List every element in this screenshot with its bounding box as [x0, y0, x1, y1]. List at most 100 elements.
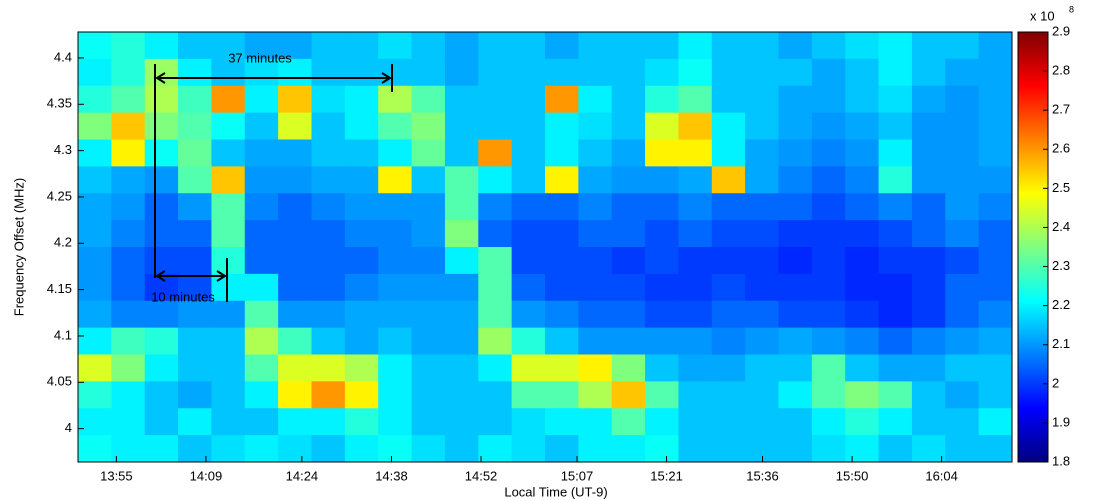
heatmap-cell	[278, 32, 312, 60]
heatmap-cell	[178, 247, 212, 275]
heatmap-cell	[845, 354, 880, 382]
heatmap-cell	[78, 85, 112, 114]
annotation-text: 37 minutes	[228, 50, 292, 65]
heatmap-cell	[811, 220, 846, 248]
heatmap-cell	[545, 139, 579, 167]
colorbar-tick-label: 2.3	[1052, 258, 1070, 273]
heatmap-cell	[678, 300, 713, 329]
heatmap-cell	[511, 247, 546, 275]
heatmap-cell	[211, 220, 246, 248]
x-tick-label: 15:21	[650, 468, 683, 483]
heatmap-cell	[678, 193, 713, 221]
heatmap-cell	[144, 193, 179, 221]
annotation-arrow	[155, 72, 392, 84]
heatmap-cell	[344, 193, 379, 221]
heatmap-cell	[78, 166, 112, 194]
heatmap-cell	[545, 193, 579, 221]
heatmap-cell	[778, 435, 813, 463]
heatmap-cell	[178, 166, 212, 194]
heatmap-cell	[611, 193, 646, 221]
heatmap-cell	[244, 85, 279, 114]
y-tick-label: 4.35	[47, 96, 72, 111]
heatmap-cell	[344, 354, 379, 382]
heatmap-cell	[911, 58, 946, 87]
heatmap-cell	[144, 408, 179, 436]
heatmap-cell	[845, 85, 880, 114]
heatmap-cell	[511, 58, 546, 87]
heatmap-cell	[878, 381, 913, 409]
heatmap-cell	[711, 247, 746, 275]
heatmap-cell	[578, 381, 613, 409]
heatmap-cell	[144, 139, 179, 167]
heatmap-cell	[978, 193, 1013, 221]
heatmap-cell	[511, 435, 546, 463]
heatmap-cell	[478, 193, 513, 221]
heatmap-cell	[611, 112, 646, 140]
heatmap-cell	[545, 273, 579, 302]
heatmap-cell	[611, 139, 646, 167]
heatmap-cell	[911, 381, 946, 409]
heatmap-cell	[378, 32, 413, 60]
heatmap-cell	[745, 139, 779, 167]
heatmap-cell	[811, 193, 846, 221]
heatmap-cell	[478, 139, 513, 167]
heatmap-cell	[945, 300, 980, 329]
heatmap-cell	[745, 327, 779, 355]
heatmap-cell	[945, 273, 980, 302]
heatmap-cell	[878, 273, 913, 302]
heatmap-cell	[178, 220, 212, 248]
y-tick-label: 4.25	[47, 188, 72, 203]
heatmap-cell	[611, 300, 646, 329]
heatmap-cell	[278, 300, 312, 329]
x-tick-label: 15:07	[561, 468, 594, 483]
heatmap-cell	[111, 220, 146, 248]
colorbar-tick-label: 2.1	[1052, 336, 1070, 351]
heatmap-cell	[878, 247, 913, 275]
heatmap-cell	[645, 247, 679, 275]
heatmap-cell	[78, 247, 112, 275]
heatmap-cell	[211, 435, 246, 463]
annotation-37: 37 minutes	[154, 50, 393, 278]
heatmap-cell	[411, 139, 446, 167]
heatmap-cell	[978, 139, 1013, 167]
heatmap-cell	[645, 300, 679, 329]
heatmap-cell	[144, 327, 179, 355]
heatmap-cell	[678, 354, 713, 382]
heatmap-cell	[278, 193, 312, 221]
heatmap-cell	[978, 85, 1013, 114]
heatmap-cell	[911, 408, 946, 436]
heatmap-cell	[278, 247, 312, 275]
heatmap-cell	[778, 273, 813, 302]
heatmap-cell	[945, 139, 980, 167]
x-tick-label: 16:04	[925, 468, 958, 483]
colorbar-tick-label: 2.9	[1052, 23, 1070, 38]
plot-frame	[77, 31, 1013, 463]
heatmap-cell	[411, 381, 446, 409]
heatmap-cell	[878, 435, 913, 463]
heatmap-cell	[211, 139, 246, 167]
colorbar-tick-label: 2.7	[1052, 102, 1070, 117]
heatmap-cell	[711, 408, 746, 436]
heatmap-cell	[811, 408, 846, 436]
heatmap-cell	[411, 408, 446, 436]
heatmap-cell	[111, 435, 146, 463]
x-tick-label: 13:55	[100, 468, 133, 483]
heatmap-cell	[478, 58, 513, 87]
heatmap-cell	[478, 112, 513, 140]
heatmap-cell	[678, 58, 713, 87]
heatmap-cell	[411, 193, 446, 221]
heatmap-cell	[178, 32, 212, 60]
heatmap-cell	[444, 32, 479, 60]
heatmap-cell	[411, 32, 446, 60]
heatmap-cell	[745, 85, 779, 114]
heatmap-cell	[344, 32, 379, 60]
heatmap-cell	[411, 220, 446, 248]
heatmap-cell	[611, 58, 646, 87]
heatmap-cell	[545, 166, 579, 194]
heatmap-cell	[111, 408, 146, 436]
y-tick-label: 4.1	[54, 327, 72, 342]
heatmap-cell	[778, 247, 813, 275]
colorbar-exponent: 8	[1069, 4, 1074, 14]
heatmap-cell	[411, 354, 446, 382]
heatmap-cell	[178, 327, 212, 355]
